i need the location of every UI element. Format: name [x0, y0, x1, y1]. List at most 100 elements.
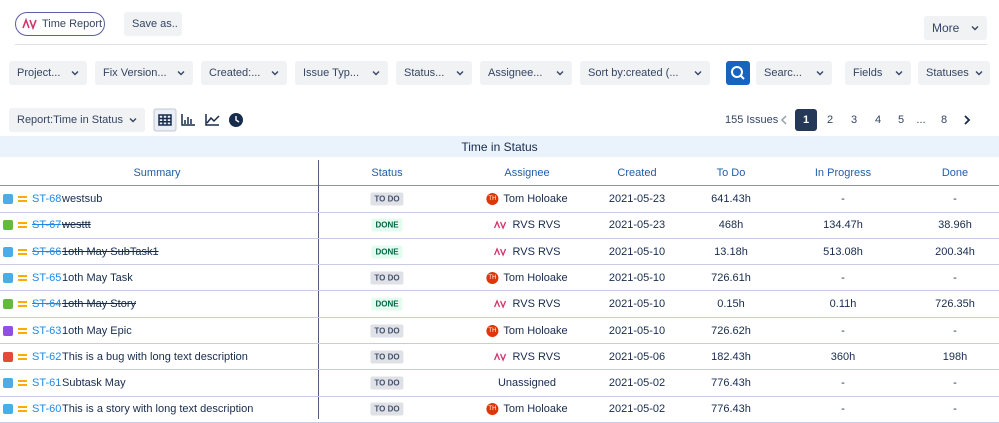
bar-view[interactable]: [181, 114, 195, 126]
save-label: Save as..: [132, 18, 178, 30]
avatar: TH: [486, 271, 499, 284]
issue-type-icon: [3, 299, 13, 310]
cell-in-progress: 360h: [830, 350, 856, 363]
rvs-logo: [493, 246, 507, 257]
search-button[interactable]: [726, 61, 750, 85]
page-link[interactable]: 4: [874, 114, 882, 126]
page-link[interactable]: 1: [795, 109, 817, 131]
filter-button[interactable]: Status...: [396, 61, 472, 85]
filter-button[interactable]: Project...: [9, 61, 87, 85]
chevron: [556, 71, 564, 76]
priority-icon: [18, 274, 27, 281]
issue-key[interactable]: ST-68: [32, 193, 62, 205]
page-link[interactable]: 3: [850, 114, 858, 126]
issue-summary: 1oth May SubTask1: [62, 245, 159, 258]
issue-type-icon: [3, 194, 13, 204]
chevron: [177, 71, 185, 76]
issue-key[interactable]: ST-65: [32, 271, 62, 284]
page-link[interactable]: 8: [940, 114, 948, 126]
issue-type-icon: [3, 220, 13, 231]
assignee: TH Tom Holoake: [486, 403, 568, 416]
app-button[interactable]: Time Report: [15, 12, 105, 36]
filter-button[interactable]: Fields: [845, 61, 911, 85]
column-header: To Do: [716, 167, 746, 179]
assignee: TH Tom Holoake: [486, 271, 568, 284]
table-title-text: Time in Status: [461, 139, 538, 154]
avatar: TH: [486, 403, 499, 416]
filter-button[interactable]: Assignee...: [480, 61, 572, 85]
cell-done: -: [953, 377, 957, 390]
filter-button[interactable]: Searc...: [756, 61, 832, 85]
page-link[interactable]: 2: [826, 114, 834, 126]
rvs-logo: [493, 352, 507, 362]
column-divider: [318, 160, 319, 419]
cell-in-progress: 134.47h: [823, 219, 863, 232]
filter-button[interactable]: Created:...: [201, 61, 287, 85]
issue-type-icon: [3, 246, 13, 257]
issue-key[interactable]: ST-61: [32, 377, 62, 390]
assignee-name: RVS RVS: [512, 245, 561, 258]
cell-todo: 13.18h: [714, 245, 748, 258]
issue-key[interactable]: ST-63: [32, 324, 62, 337]
clock-view[interactable]: [229, 113, 243, 127]
report-select[interactable]: Report:Time in Status: [9, 108, 145, 132]
cell-created: 2021-05-06: [608, 350, 666, 363]
cell-in-progress: -: [841, 271, 845, 284]
filter-label: Fields: [853, 67, 883, 79]
assignee: RVS RVS: [493, 298, 560, 310]
cell-created: 2021-05-02: [608, 403, 666, 416]
priority-icon: [18, 301, 27, 308]
chevron: [971, 26, 979, 31]
issue-summary: Subtask May: [62, 377, 126, 390]
rvs-logo: [493, 299, 507, 309]
line-view[interactable]: [205, 114, 220, 126]
chevron: [372, 71, 380, 76]
grid-view[interactable]: [153, 108, 177, 132]
priority-icon: [18, 327, 27, 334]
filter-label: Issue Typ...: [303, 67, 360, 79]
issue-key[interactable]: ST-67: [32, 219, 62, 232]
status-lozenge: TO DO: [370, 324, 404, 337]
app-button-label: Time Report: [42, 18, 103, 30]
cell-todo: 641.43h: [711, 193, 751, 205]
priority-icon: [18, 222, 27, 229]
issue-key[interactable]: ST-60: [32, 403, 62, 416]
prev-page[interactable]: [779, 114, 789, 126]
issue-summary: 1oth May Epic: [62, 324, 132, 337]
row-border: [0, 395, 999, 397]
cell-todo: 0.15h: [717, 298, 745, 311]
assignee-name: Tom Holoake: [503, 324, 568, 337]
status-lozenge: TO DO: [370, 192, 404, 206]
cell-created: 2021-05-10: [608, 271, 666, 284]
chevron: [456, 71, 464, 76]
rvs-logo: [493, 220, 507, 230]
issue-count: 155 Issues: [725, 114, 779, 126]
page-link[interactable]: ...: [916, 114, 926, 126]
cell-in-progress: -: [841, 324, 845, 337]
filter-button[interactable]: Statuses: [918, 61, 990, 85]
more-button[interactable]: More: [924, 16, 987, 40]
issue-key[interactable]: ST-66: [32, 245, 62, 258]
cell-in-progress: -: [841, 193, 845, 205]
assignee: RVS RVS: [493, 245, 561, 258]
filter-button[interactable]: Issue Typ...: [295, 61, 388, 85]
next-page[interactable]: [962, 114, 972, 126]
cell-done: 38.96h: [938, 219, 972, 232]
cell-todo: 182.43h: [711, 350, 751, 363]
row-border: [0, 369, 999, 371]
issue-key[interactable]: ST-64: [32, 298, 62, 311]
page-link[interactable]: 5: [897, 114, 905, 126]
cell-todo: 468h: [718, 219, 744, 232]
cell-in-progress: 0.11h: [829, 298, 857, 311]
issue-key[interactable]: ST-62: [32, 350, 62, 363]
row-border: [0, 316, 999, 318]
save-button[interactable]: Save as..: [124, 12, 182, 36]
cell-done: 198h: [942, 350, 968, 363]
filter-button[interactable]: Fix Version...: [95, 61, 193, 85]
cell-done: 726.35h: [935, 298, 975, 311]
filter-button[interactable]: Sort by:created (...: [580, 61, 710, 85]
cell-done: -: [953, 271, 957, 284]
table-title: Time in Status: [0, 136, 999, 157]
status-lozenge: TO DO: [370, 350, 404, 364]
cell-created: 2021-05-10: [608, 298, 666, 311]
